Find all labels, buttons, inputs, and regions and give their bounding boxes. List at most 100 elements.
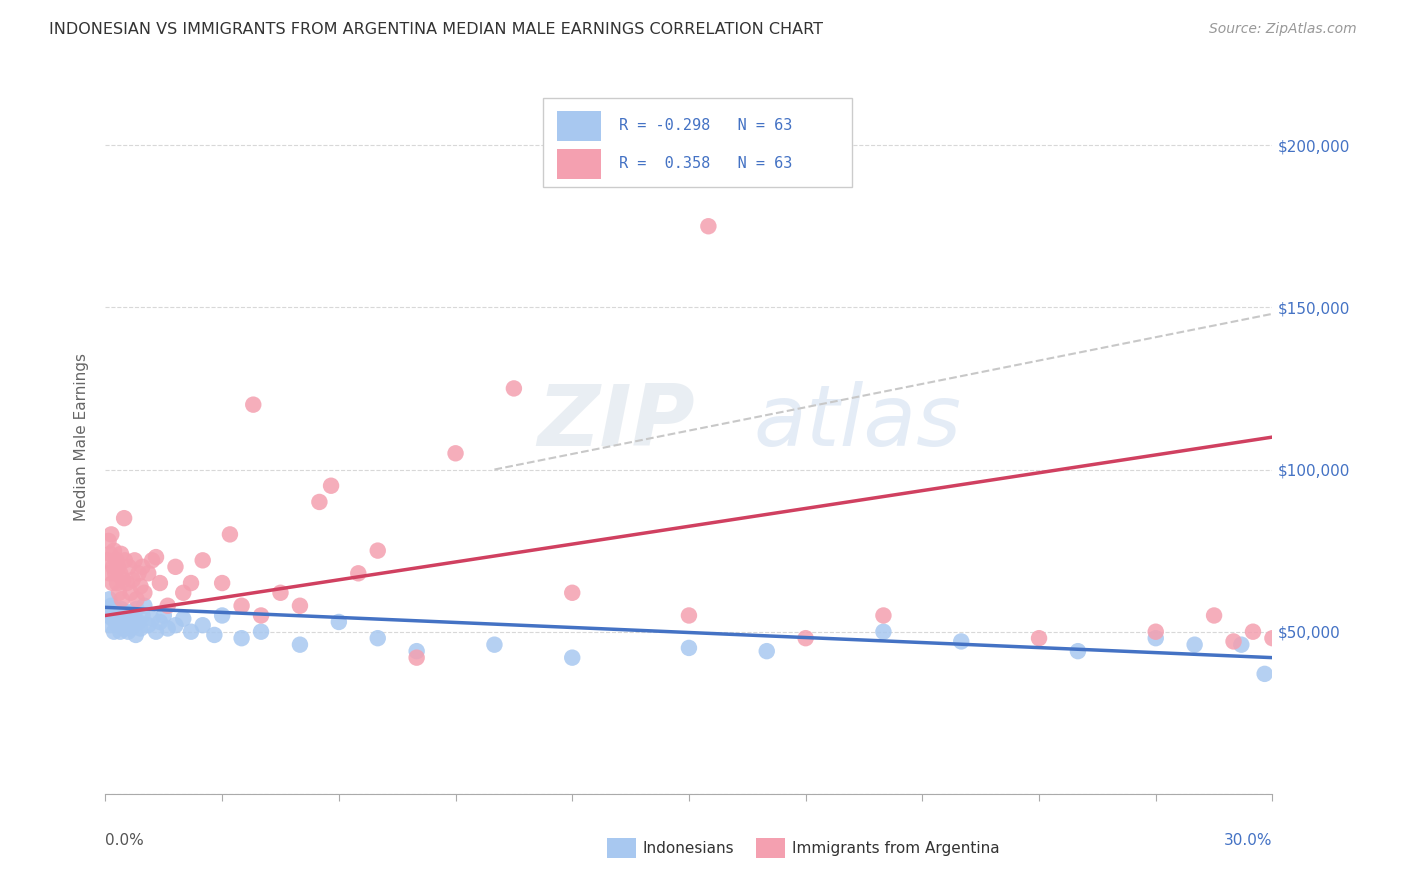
Point [129,622,152,636]
Point [104,566,127,581]
Point [98,566,121,581]
FancyBboxPatch shape [557,149,602,178]
Point [97,608,120,623]
Text: atlas: atlas [754,381,962,465]
Point [114,605,136,619]
Point [250,624,273,639]
Point [118,559,141,574]
Point [794,631,817,645]
Point [103,605,125,619]
Point [1202,608,1225,623]
Point [125,592,148,607]
Bar [607,838,636,858]
Point [114,618,136,632]
Point [950,634,973,648]
Text: Immigrants from Argentina: Immigrants from Argentina [792,841,1000,855]
Point [180,624,202,639]
Point [101,576,124,591]
Point [105,576,128,591]
Point [678,608,700,623]
Point [288,638,311,652]
Point [118,605,141,619]
Point [172,586,194,600]
Point [122,618,145,632]
Point [115,612,138,626]
Point [118,615,141,629]
Point [131,608,153,623]
Point [136,618,159,632]
Text: R = -0.298   N = 63: R = -0.298 N = 63 [619,119,793,134]
Point [112,511,135,525]
Point [755,644,778,658]
Point [484,638,506,652]
Point [105,615,128,629]
Point [120,622,142,636]
Point [112,622,135,636]
Point [124,553,146,567]
Point [156,622,179,636]
Point [111,608,134,623]
Point [1028,631,1050,645]
FancyBboxPatch shape [543,98,852,187]
Point [128,615,150,629]
Bar [756,838,785,858]
Point [97,533,120,548]
Point [128,566,150,581]
Point [134,599,156,613]
Point [111,592,134,607]
Point [211,608,233,623]
Point [136,566,159,581]
Point [110,602,132,616]
Point [125,628,148,642]
Point [125,602,148,616]
Point [129,579,152,593]
Point [153,608,174,623]
Point [110,566,132,581]
Point [103,624,125,639]
Point [231,599,253,613]
Text: Indonesians: Indonesians [643,841,734,855]
Point [103,543,125,558]
Point [141,553,163,567]
Point [165,559,187,574]
Point [120,586,142,600]
Point [103,559,125,574]
Point [111,615,134,629]
Point [697,219,720,234]
Text: INDONESIAN VS IMMIGRANTS FROM ARGENTINA MEDIAN MALE EARNINGS CORRELATION CHART: INDONESIAN VS IMMIGRANTS FROM ARGENTINA … [49,22,823,37]
Point [114,553,136,567]
Point [319,479,342,493]
Point [1241,624,1264,639]
Text: 0.0%: 0.0% [105,833,145,848]
Point [98,547,121,561]
Point [121,573,143,587]
Point [444,446,467,460]
Point [405,644,427,658]
Point [872,608,894,623]
Point [211,576,233,591]
Point [1222,634,1244,648]
Text: Source: ZipAtlas.com: Source: ZipAtlas.com [1209,22,1357,37]
Point [1144,624,1167,639]
Point [101,612,124,626]
Point [347,566,370,581]
Point [110,624,132,639]
Point [405,650,427,665]
Point [115,576,138,591]
Point [98,592,121,607]
FancyBboxPatch shape [557,111,602,141]
Point [165,618,187,632]
Point [121,608,143,623]
Point [149,576,172,591]
Point [1253,666,1275,681]
Point [1067,644,1090,658]
Point [180,576,202,591]
Text: R =  0.358   N = 63: R = 0.358 N = 63 [619,156,793,171]
Point [124,612,146,626]
Point [1261,631,1284,645]
Point [105,553,128,567]
Point [872,624,894,639]
Point [1144,631,1167,645]
Point [288,599,311,613]
Point [202,628,225,642]
